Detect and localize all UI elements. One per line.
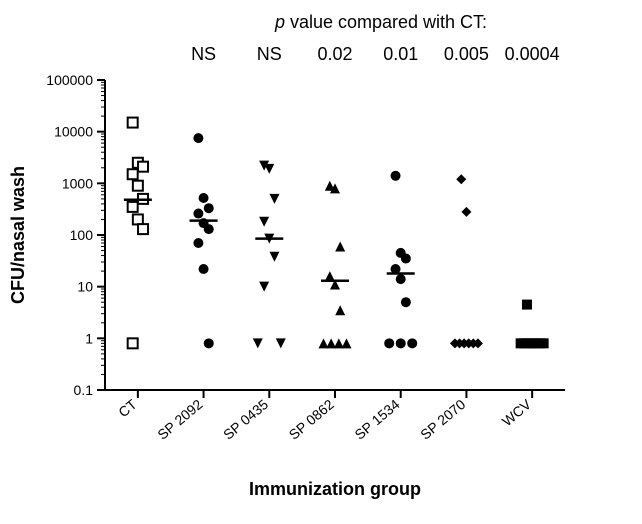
data-point	[335, 305, 345, 315]
p-value-label: NS	[257, 44, 282, 64]
x-tick-label: SP 2070	[417, 396, 468, 443]
p-value-label: 0.0004	[505, 44, 560, 64]
data-point	[522, 300, 532, 310]
data-point	[384, 338, 394, 348]
data-point	[391, 171, 401, 181]
y-tick-label: 100000	[46, 72, 93, 88]
data-point	[204, 224, 214, 234]
data-point	[204, 203, 214, 213]
data-point	[269, 194, 279, 204]
data-point	[193, 238, 203, 248]
y-tick-label: 100	[70, 227, 94, 243]
data-point	[199, 264, 209, 274]
data-point	[199, 193, 209, 203]
x-tick-label: CT	[115, 396, 140, 421]
x-axis-label: Immunization group	[249, 479, 421, 499]
data-point	[335, 241, 345, 251]
data-point	[128, 118, 138, 128]
data-point	[253, 338, 263, 348]
scatter-plot: 0.1 1 10 100 1000 10000 100000 CT SP 2092 SP 0435…	[0, 0, 642, 524]
data-point	[128, 338, 138, 348]
data-point	[138, 162, 148, 172]
data-point	[456, 174, 466, 184]
chart-container: 0.1 1 10 100 1000 10000 100000 CT SP 2092 SP 0435…	[0, 0, 642, 524]
x-tick-label: WCV	[499, 396, 535, 430]
data-point	[276, 338, 286, 348]
y-tick-label: 0.1	[74, 382, 94, 398]
data-point	[269, 252, 279, 262]
data-point	[193, 209, 203, 219]
data-point	[204, 338, 214, 348]
data-point	[396, 274, 406, 284]
data-point	[342, 338, 352, 348]
data-point	[128, 202, 138, 212]
y-tick-label: 10000	[54, 124, 93, 140]
data-point	[133, 181, 143, 191]
y-tick-label: 1000	[62, 175, 93, 191]
data-point	[133, 214, 143, 224]
p-value-label: 0.01	[383, 44, 418, 64]
data-point	[401, 297, 411, 307]
data-point	[407, 338, 417, 348]
data-point	[259, 282, 269, 292]
data-point	[264, 164, 274, 174]
x-tick-label: SP 2092	[154, 396, 205, 443]
p-value-label: 0.02	[317, 44, 352, 64]
data-point	[401, 254, 411, 264]
x-tick-label: SP 0435	[220, 396, 271, 443]
data-point	[461, 207, 471, 217]
data-point	[396, 338, 406, 348]
y-axis-label: CFU/nasal wash	[8, 166, 28, 304]
y-tick-label: 10	[77, 279, 93, 295]
p-value-label: NS	[191, 44, 216, 64]
data-point	[193, 133, 203, 143]
data-point	[128, 169, 138, 179]
p-value-title: p value compared with CT:	[274, 12, 487, 32]
p-value-label: 0.005	[444, 44, 489, 64]
x-tick-label: SP 0862	[286, 396, 337, 443]
x-tick-label: SP 1534	[351, 396, 402, 443]
y-tick-label: 1	[85, 330, 93, 346]
data-point	[259, 217, 269, 227]
data-point	[138, 224, 148, 234]
